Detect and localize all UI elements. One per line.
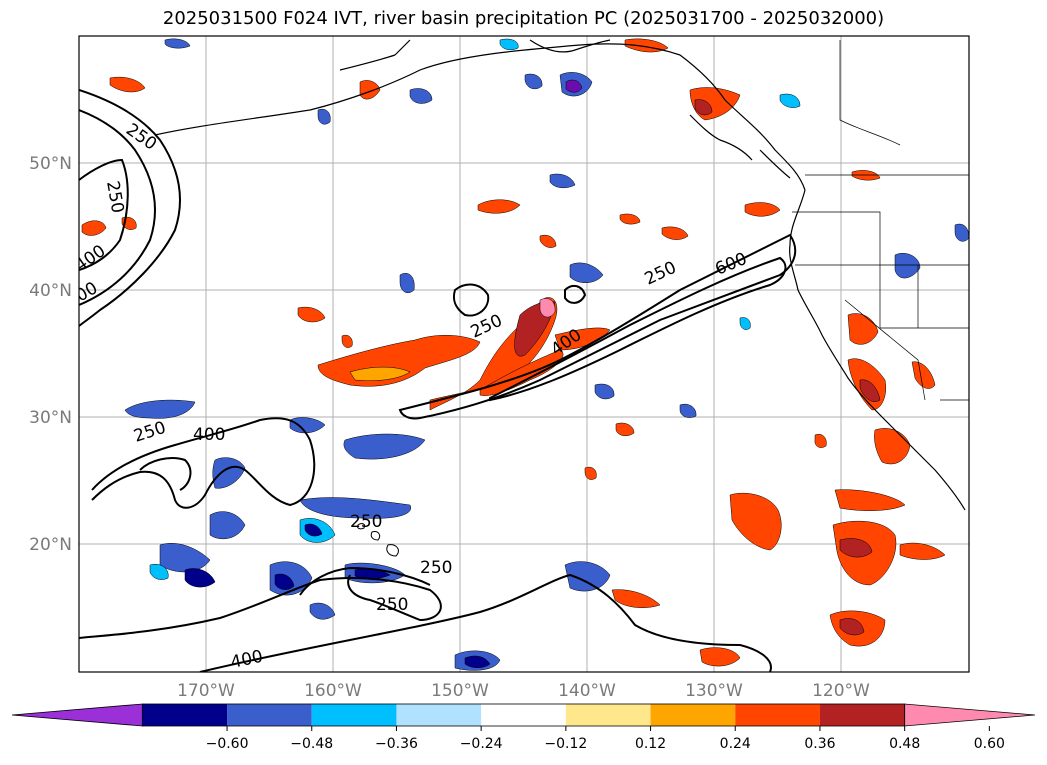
lat-label-20n: 20°N xyxy=(29,535,72,555)
map-border xyxy=(78,35,970,673)
colorbar-tick-label: 0.12 xyxy=(635,736,666,752)
colorbar-tick-label: −0.12 xyxy=(544,736,587,752)
colorbar-tick-label: −0.48 xyxy=(290,736,333,752)
colorbar-segment xyxy=(904,703,1036,727)
lon-label-140w: 140°W xyxy=(558,681,616,701)
gridlines xyxy=(79,36,969,672)
state-borders xyxy=(792,40,969,401)
coastlines xyxy=(154,39,966,511)
colorbar-tick-label: −0.60 xyxy=(206,736,249,752)
colorbar-tick-label: 0.36 xyxy=(804,736,835,752)
colorbar-segment xyxy=(11,703,143,727)
colorbar-tick-label: 0.60 xyxy=(974,736,1005,752)
lon-label-150w: 150°W xyxy=(431,681,489,701)
map-title: 2025031500 F024 IVT, river basin precipi… xyxy=(162,8,885,29)
colorbar: −0.60 −0.48 −0.36 −0.24 −0.12 0.12 0.24 0.36 0.4… xyxy=(11,703,1036,752)
lon-label-120w: 120°W xyxy=(812,681,870,701)
colorbar-segment xyxy=(311,704,397,726)
colorbar-segment xyxy=(142,704,228,726)
colorbar-segment xyxy=(819,704,905,726)
colorbar-outline xyxy=(141,703,906,727)
contour-label: 250 xyxy=(420,558,452,578)
colorbar-tick-label: 0.48 xyxy=(889,736,920,752)
lon-label-170w: 170°W xyxy=(177,681,235,701)
colorbar-segment xyxy=(735,704,820,726)
lat-label-30n: 30°N xyxy=(29,408,72,428)
contour-label: 250 xyxy=(350,512,382,532)
colorbar-segment xyxy=(481,704,566,726)
colorbar-segment xyxy=(396,704,482,726)
colorbar-tick-label: −0.36 xyxy=(375,736,418,752)
lat-label-40n: 40°N xyxy=(29,281,72,301)
lat-label-50n: 50°N xyxy=(29,154,72,174)
lon-label-160w: 160°W xyxy=(304,681,362,701)
colorbar-segment xyxy=(227,704,312,726)
contour-label: 250 xyxy=(376,595,408,615)
colorbar-segment xyxy=(650,704,736,726)
colorbar-segment xyxy=(565,704,651,726)
lon-label-130w: 130°W xyxy=(685,681,743,701)
longitude-labels: 170°W 160°W 150°W 140°W 130°W 120°W xyxy=(177,681,870,701)
latitude-labels: 50°N 40°N 30°N 20°N xyxy=(29,154,72,555)
precip-positive-regions xyxy=(81,38,946,667)
contour-label: 400 xyxy=(193,425,225,445)
colorbar-tick-label: −0.24 xyxy=(460,736,503,752)
hawaii-islands xyxy=(357,523,399,557)
ivt-contours xyxy=(79,89,797,672)
precip-negative-regions xyxy=(124,38,969,671)
colorbar-tick-label: 0.24 xyxy=(720,736,751,752)
